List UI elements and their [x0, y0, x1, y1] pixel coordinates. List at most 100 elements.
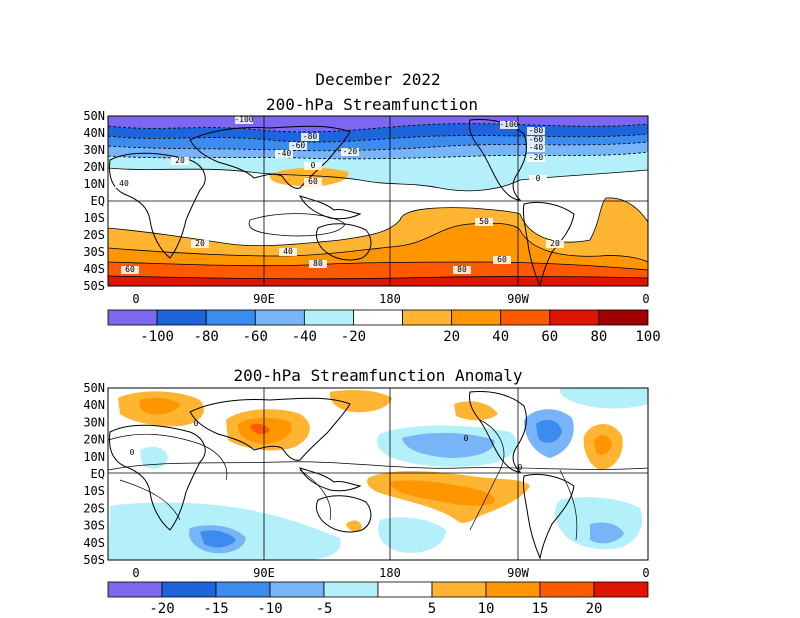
anom-pos-atlantic-core	[594, 435, 612, 455]
contour-label: 60	[497, 255, 507, 264]
colorbar-label: 80	[590, 329, 607, 345]
coast-n-america	[469, 119, 527, 201]
map-panel-anomaly: 0 0 0 0	[108, 388, 648, 560]
anom-pos-europe-core	[139, 397, 180, 415]
colorbar-label: -40	[292, 329, 317, 345]
contour-label: 0	[130, 448, 135, 457]
coast-eurasia-b	[189, 397, 351, 461]
contour-label: -80	[529, 126, 544, 135]
colorbar-label: -5	[316, 601, 333, 617]
contour-label: 60	[308, 177, 318, 186]
contour-label: 0	[518, 463, 523, 472]
lat-tick-label: 30N	[83, 415, 105, 429]
map-frame-mean	[107, 115, 649, 287]
colorbar-swatch	[485, 581, 541, 598]
lat-tick-label: 50N	[83, 381, 105, 395]
colorbar-swatch	[539, 581, 595, 598]
lat-tick-label: 30S	[83, 245, 105, 259]
colorbar-label: -10	[257, 601, 282, 617]
colorbar-label: 20	[586, 601, 603, 617]
contour-label: -60	[529, 135, 544, 144]
contour-label: -60	[291, 141, 306, 150]
colorbar-swatch	[107, 581, 163, 598]
lat-tick-label: 30N	[83, 143, 105, 157]
lat-tick-label: 20N	[83, 160, 105, 174]
colorbar-swatch	[377, 581, 433, 598]
coast-n-america-b	[469, 391, 527, 473]
coast-eurasia	[189, 125, 351, 189]
lat-tick-label: 40S	[83, 536, 105, 550]
lat-tick-label: 50N	[83, 109, 105, 123]
contour-label: 50	[479, 217, 489, 226]
map-frame-anomaly	[107, 387, 649, 561]
anom-neg-pacific-south	[378, 517, 446, 553]
colorbar-label: -60	[243, 329, 268, 345]
colorbar-label: -80	[194, 329, 219, 345]
colorbar-swatch	[303, 309, 354, 326]
contour-label: 0	[194, 419, 199, 428]
colorbar-label: 20	[443, 329, 460, 345]
anom-neg-s-atlantic-mid	[590, 522, 624, 544]
lat-tick-label: 30S	[83, 519, 105, 533]
colorbar-swatch	[451, 309, 502, 326]
colorbar-swatch	[431, 581, 487, 598]
patch-pos-20-asia	[269, 167, 349, 187]
lon-tick-label: 90E	[253, 566, 275, 580]
anom-neg-arctic	[559, 388, 648, 409]
lat-tick-label: 40N	[83, 398, 105, 412]
contour-label: -80	[303, 132, 318, 141]
lon-tick-label: 0	[642, 566, 649, 580]
contour-label: 80	[457, 265, 467, 274]
lon-tick-label: 0	[132, 566, 139, 580]
coast-seasia-b	[299, 467, 362, 492]
panel-top-subtitle: 200-hPa Streamfunction	[266, 95, 478, 114]
coast-s-america-b	[523, 473, 575, 560]
colorbar-swatch	[353, 309, 403, 326]
contour-label: 0	[536, 174, 541, 183]
band-neg-40	[108, 142, 648, 159]
colorbar-swatch	[500, 309, 551, 326]
colorbar-swatch	[323, 581, 379, 598]
contour-label: 0	[464, 434, 469, 443]
colorbar-swatch	[156, 309, 207, 326]
lat-tick-label: 10S	[83, 211, 105, 225]
colorbar-label: 5	[428, 601, 436, 617]
colorbar-label: -15	[203, 601, 228, 617]
panel-bottom-subtitle: 200-hPa Streamfunction Anomaly	[234, 366, 523, 385]
contour-label: 60	[125, 265, 135, 274]
lon-tick-label: 90E	[253, 292, 275, 306]
lat-tick-label: EQ	[91, 194, 105, 208]
colorbar-swatch	[215, 581, 271, 598]
lat-tick-label: 10N	[83, 450, 105, 464]
colorbar-label: 15	[532, 601, 549, 617]
colorbar-swatch	[593, 581, 649, 598]
colorbar-label: -20	[341, 329, 366, 345]
colorbar-swatch	[107, 309, 158, 326]
lat-tick-label: 20N	[83, 433, 105, 447]
anom-neg-w-atlantic-core	[536, 419, 562, 443]
coast-africa-b	[109, 424, 206, 531]
lat-tick-label: 50S	[83, 279, 105, 293]
colorbar-swatch	[402, 309, 453, 326]
colorbar-label: 40	[492, 329, 509, 345]
lat-tick-label: 10N	[83, 177, 105, 191]
coast-africa	[109, 152, 206, 259]
lat-tick-label: EQ	[91, 467, 105, 481]
colorbar-label: -20	[149, 601, 174, 617]
colorbar-swatch	[549, 309, 600, 326]
lat-tick-label: 20S	[83, 501, 105, 515]
anom-pos-s-pacific-mid	[390, 480, 495, 506]
lat-tick-label: 50S	[83, 553, 105, 567]
lat-tick-label: 20S	[83, 228, 105, 242]
anom-pos-australia	[346, 520, 362, 532]
lat-tick-label: 40S	[83, 262, 105, 276]
anom-pos-asia-core	[250, 423, 270, 435]
contour-label: -100	[499, 120, 518, 129]
lat-tick-label: 10S	[83, 484, 105, 498]
band-neg-20	[108, 152, 648, 191]
lon-tick-label: 90W	[507, 292, 529, 306]
colorbar-swatch	[205, 309, 256, 326]
coast-australia	[315, 223, 372, 261]
